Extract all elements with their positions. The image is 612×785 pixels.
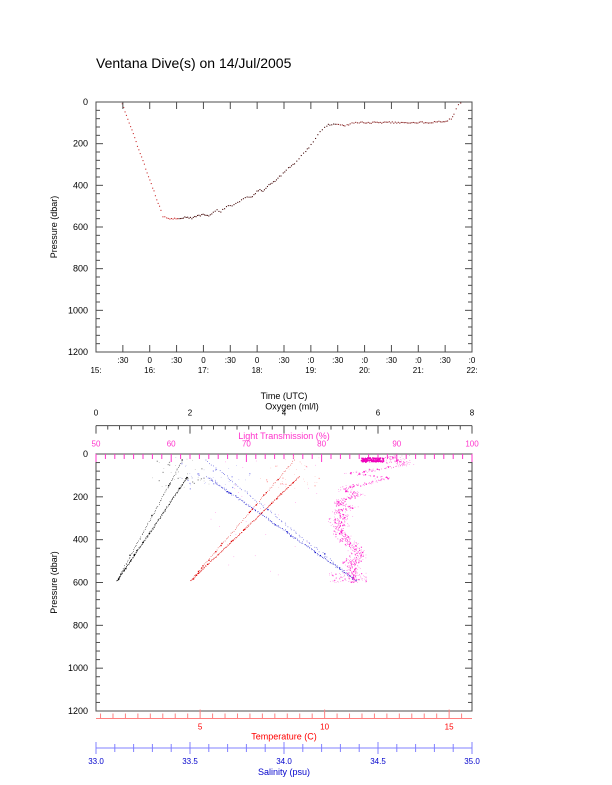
svg-text:100: 100 <box>465 439 479 448</box>
svg-text::30: :30 <box>225 356 237 365</box>
svg-text:34.0: 34.0 <box>276 757 292 766</box>
svg-text:18:: 18: <box>252 366 263 375</box>
svg-text:Temperature (C): Temperature (C) <box>251 732 317 742</box>
svg-text:Oxygen (ml/l): Oxygen (ml/l) <box>265 401 319 411</box>
svg-text:0: 0 <box>83 97 88 107</box>
svg-text:8: 8 <box>470 408 475 417</box>
svg-text:1000: 1000 <box>68 305 88 315</box>
svg-text:20:: 20: <box>359 366 370 375</box>
svg-text:35.0: 35.0 <box>464 757 480 766</box>
svg-text::30: :30 <box>278 356 290 365</box>
svg-text:1200: 1200 <box>68 347 88 357</box>
svg-text:Time (UTC): Time (UTC) <box>261 391 308 401</box>
svg-text::30: :30 <box>171 356 183 365</box>
svg-text:21:: 21: <box>413 366 424 375</box>
svg-text:0: 0 <box>147 356 152 365</box>
svg-text:33.5: 33.5 <box>182 757 198 766</box>
svg-text:22:: 22: <box>466 366 477 375</box>
svg-text::0: :0 <box>308 356 315 365</box>
svg-text::30: :30 <box>117 356 129 365</box>
svg-text:200: 200 <box>73 139 88 149</box>
svg-text:400: 400 <box>73 180 88 190</box>
svg-text:50: 50 <box>92 439 101 448</box>
svg-text:800: 800 <box>73 264 88 274</box>
svg-text:1200: 1200 <box>68 706 88 716</box>
svg-text:34.5: 34.5 <box>370 757 386 766</box>
svg-text:Light Transmission (%): Light Transmission (%) <box>238 431 330 441</box>
svg-text:800: 800 <box>73 620 88 630</box>
svg-text:15: 15 <box>445 723 454 732</box>
svg-text::30: :30 <box>440 356 452 365</box>
svg-text::30: :30 <box>386 356 398 365</box>
svg-text:600: 600 <box>73 222 88 232</box>
svg-text:0: 0 <box>255 356 260 365</box>
svg-text:6: 6 <box>376 408 381 417</box>
svg-text:15:: 15: <box>90 366 101 375</box>
svg-text:400: 400 <box>73 535 88 545</box>
svg-text::0: :0 <box>361 356 368 365</box>
svg-text:60: 60 <box>167 439 176 448</box>
svg-text::0: :0 <box>415 356 422 365</box>
svg-text::0: :0 <box>469 356 476 365</box>
svg-text:17:: 17: <box>198 366 209 375</box>
svg-text:19:: 19: <box>305 366 316 375</box>
svg-text:Pressure (dbar): Pressure (dbar) <box>49 551 59 614</box>
svg-text:2: 2 <box>188 408 193 417</box>
svg-text:0: 0 <box>94 408 99 417</box>
svg-text:90: 90 <box>392 439 401 448</box>
svg-text:5: 5 <box>198 723 203 732</box>
svg-text:16:: 16: <box>144 366 155 375</box>
svg-text:600: 600 <box>73 578 88 588</box>
svg-text:33.0: 33.0 <box>88 757 104 766</box>
svg-text::30: :30 <box>332 356 344 365</box>
svg-text:0: 0 <box>201 356 206 365</box>
svg-text:10: 10 <box>320 723 329 732</box>
svg-text:200: 200 <box>73 492 88 502</box>
svg-text:Salinity (psu): Salinity (psu) <box>258 767 310 777</box>
svg-text:0: 0 <box>83 449 88 459</box>
svg-text:Pressure (dbar): Pressure (dbar) <box>49 196 59 259</box>
svg-text:1000: 1000 <box>68 663 88 673</box>
